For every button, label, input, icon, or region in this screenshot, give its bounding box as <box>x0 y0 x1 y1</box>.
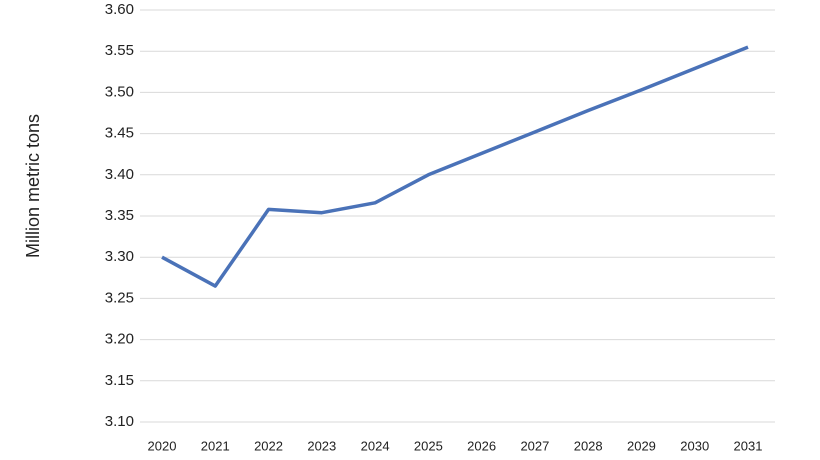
y-tick-label: 3.15 <box>105 372 134 389</box>
x-tick-label: 2026 <box>467 438 496 453</box>
y-tick-label: 3.40 <box>105 166 134 183</box>
y-tick-label: 3.55 <box>105 42 134 59</box>
y-tick-label: 3.45 <box>105 125 134 142</box>
y-tick-label: 3.25 <box>105 289 134 306</box>
x-tick-label: 2021 <box>201 438 230 453</box>
y-tick-label: 3.60 <box>105 1 134 18</box>
y-tick-label: 3.10 <box>105 413 134 430</box>
x-tick-label: 2022 <box>254 438 283 453</box>
x-tick-label: 2030 <box>680 438 709 453</box>
y-tick-label: 3.20 <box>105 331 134 348</box>
x-tick-label: 2029 <box>627 438 656 453</box>
y-tick-label: 3.35 <box>105 207 134 224</box>
x-tick-label: 2025 <box>414 438 443 453</box>
x-tick-label: 2031 <box>734 438 763 453</box>
x-tick-label: 2023 <box>307 438 336 453</box>
line-series <box>161 45 749 288</box>
x-tick-label: 2024 <box>361 438 390 453</box>
y-tick-label: 3.50 <box>105 83 134 100</box>
y-tick-label: 3.30 <box>105 248 134 265</box>
x-tick-label: 2020 <box>148 438 177 453</box>
x-tick-label: 2027 <box>520 438 549 453</box>
y-axis-label: Million metric tons <box>23 114 43 258</box>
x-tick-label: 2028 <box>574 438 603 453</box>
